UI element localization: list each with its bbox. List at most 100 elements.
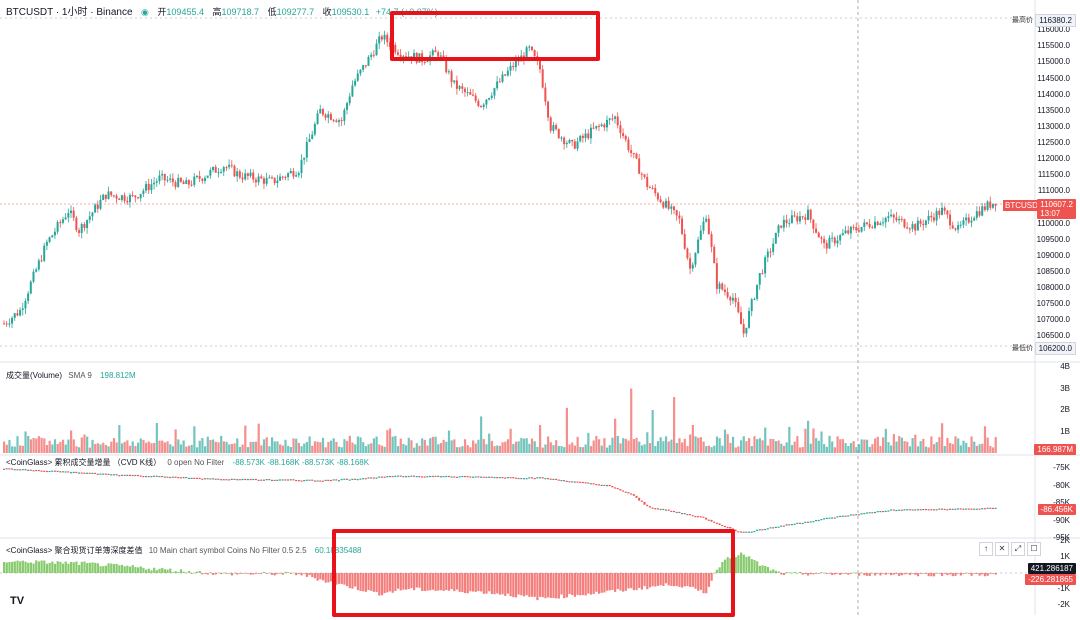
depth-bar [455, 573, 459, 590]
candle-body [954, 228, 957, 230]
depth-bar [804, 573, 807, 575]
collapse-icon[interactable]: ☐ [1027, 542, 1041, 556]
move-up-icon[interactable]: ↑ [979, 542, 993, 556]
cvd-candle [447, 475, 450, 478]
volume-bar [131, 441, 134, 453]
candle-body [654, 188, 657, 194]
symbol-title[interactable]: BTCUSDT · 1小时 · Binance [6, 7, 133, 18]
depth-bar [557, 573, 560, 599]
cvd-candle [911, 509, 914, 511]
candle-body [493, 88, 496, 96]
candle-body [517, 60, 520, 62]
cvd-candle [16, 469, 19, 471]
depth-bar [616, 573, 619, 589]
depth-bar [112, 564, 116, 573]
volume-bar [761, 440, 764, 453]
cvd-candle [611, 485, 614, 488]
cvd-candle [796, 522, 799, 524]
cvd-candle [150, 476, 153, 478]
cvd-candle [557, 479, 560, 481]
cvd-candle [396, 475, 399, 477]
volume-bar [418, 445, 421, 453]
candle-body [343, 109, 346, 121]
depth-bar [941, 573, 944, 576]
tradingview-logo[interactable]: TV [10, 595, 25, 607]
cvd-candle [694, 516, 697, 518]
cvd-last-tag: -86.456K [1037, 504, 1076, 515]
volume-bar [439, 443, 443, 453]
depth-bar [91, 562, 94, 573]
depth-bar [742, 554, 745, 573]
depth-bar [445, 573, 448, 591]
cvd-candle [112, 474, 115, 476]
depth-bar [815, 573, 818, 574]
cvd-candle [914, 509, 917, 511]
cvd-candle [833, 517, 836, 519]
depth-bar [525, 573, 528, 596]
volume-bar [359, 437, 362, 453]
cvd-candle [614, 487, 617, 489]
visibility-eye-icon[interactable]: ◉ [141, 7, 149, 17]
volume-bar [327, 441, 330, 453]
maximize-icon[interactable]: ⤢ [1011, 542, 1025, 556]
cvd-candle [715, 522, 718, 524]
depth-bar [279, 572, 282, 574]
depth-bar [608, 573, 611, 591]
depth-bar [504, 573, 507, 596]
cvd-candle [343, 478, 346, 480]
depth-bar [630, 573, 633, 589]
candle-body [252, 172, 255, 180]
cvd-candle [726, 526, 729, 529]
candle-body [951, 225, 954, 229]
cvd-candle [509, 477, 512, 479]
candle-body [632, 152, 635, 154]
cvd-candle [107, 473, 110, 476]
cvd-candle [335, 479, 338, 481]
candle-body [774, 232, 777, 244]
cvd-candle [405, 476, 407, 478]
depth-bar [59, 561, 62, 573]
depth-bar [949, 573, 952, 575]
cvd-candle [994, 507, 997, 509]
depth-bar [895, 573, 898, 574]
volume-bar [3, 441, 6, 453]
price-tick-label: 115000.0 [1037, 57, 1070, 67]
volume-bar [750, 446, 753, 453]
cvd-candle [426, 476, 429, 478]
candle-body [938, 210, 941, 215]
volume-bar [217, 442, 220, 453]
cvd-candle [764, 528, 767, 531]
close-icon[interactable]: ✕ [995, 542, 1009, 556]
cvd-candle [21, 469, 24, 471]
depth-bar [624, 573, 627, 591]
volume-bar [957, 438, 960, 453]
candle-body [868, 223, 871, 228]
volume-bar [825, 446, 828, 453]
candle-body [694, 252, 697, 265]
volume-bar [112, 438, 116, 453]
depth-bar [316, 573, 319, 581]
depth-bar [729, 558, 732, 573]
cvd-candle [785, 524, 788, 526]
price-tick-label: 113000.0 [1037, 121, 1070, 131]
depth-bar [506, 573, 510, 594]
volume-bar [959, 445, 962, 453]
depth-bar [651, 573, 654, 587]
depth-bar [179, 569, 183, 573]
volume-last-tag: 166.987M [1034, 444, 1076, 455]
volume-bar [501, 442, 504, 453]
depth-bar [118, 565, 121, 573]
candle-body [367, 56, 370, 66]
volume-bar [766, 445, 769, 453]
cvd-candle [689, 514, 692, 516]
depth-bar [533, 573, 536, 597]
candle-body [206, 175, 209, 178]
candle-body [589, 127, 592, 139]
depth-bar [900, 573, 903, 576]
volume-bar [713, 445, 716, 453]
cvd-candle [51, 470, 54, 472]
cvd-candle [319, 480, 322, 482]
volume-bar [691, 424, 694, 453]
